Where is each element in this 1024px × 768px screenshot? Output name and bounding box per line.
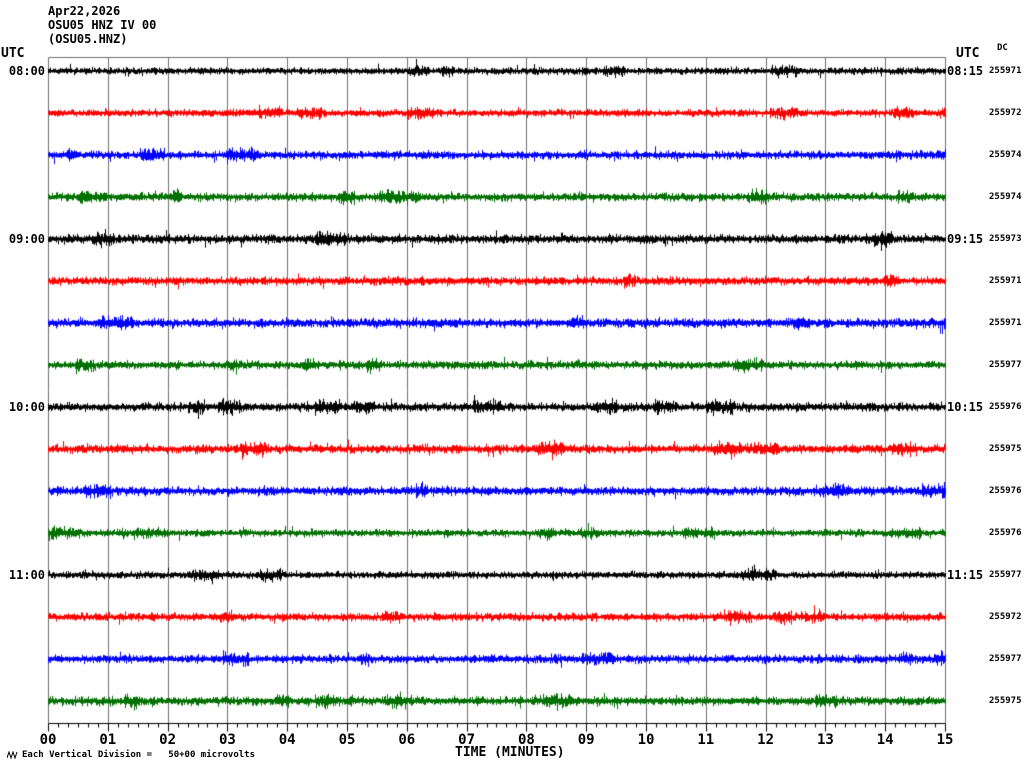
x-tick-label: 05 — [338, 732, 356, 748]
x-tick-label: 15 — [936, 732, 954, 748]
row-start-time: 08:00 — [8, 64, 45, 78]
row-dc-value: 255977 — [989, 570, 1022, 580]
x-tick-label: 00 — [39, 732, 57, 748]
x-axis-title: TIME (MINUTES) — [455, 745, 565, 760]
x-tick-label: 06 — [398, 732, 416, 748]
row-dc-value: 255976 — [989, 402, 1022, 412]
x-tick-label: 01 — [99, 732, 117, 748]
row-dc-value: 255974 — [989, 150, 1022, 160]
scale-zigzag-icon — [7, 751, 18, 759]
x-tick-label: 02 — [159, 732, 177, 748]
x-tick-label: 12 — [757, 732, 775, 748]
row-dc-value: 255971 — [989, 276, 1022, 286]
x-tick-label: 03 — [218, 732, 236, 748]
row-start-time: 09:00 — [8, 232, 45, 246]
row-dc-value: 255977 — [989, 360, 1022, 370]
row-dc-value: 255975 — [989, 444, 1022, 454]
utc-header-right: UTC — [956, 46, 980, 61]
x-tick-label: 07 — [458, 732, 476, 748]
row-dc-value: 255974 — [989, 192, 1022, 202]
utc-header-left: UTC — [1, 46, 25, 61]
row-start-time: 11:00 — [8, 568, 45, 582]
header-date: Apr22,2026 — [48, 4, 121, 18]
row-dc-value: 255973 — [989, 234, 1022, 244]
row-start-time: 10:00 — [8, 400, 45, 414]
row-end-time: 08:15 — [947, 64, 984, 78]
dc-column-header: DC — [997, 43, 1008, 53]
row-dc-value: 255971 — [989, 66, 1022, 76]
x-tick-label: 13 — [816, 732, 834, 748]
x-tick-label: 09 — [577, 732, 595, 748]
header-channel: (OSU05.HNZ) — [48, 32, 128, 46]
x-tick-label: 11 — [697, 732, 715, 748]
row-end-time: 11:15 — [947, 568, 984, 582]
x-tick-label: 08 — [517, 732, 535, 748]
row-dc-value: 255976 — [989, 528, 1022, 538]
x-tick-label: 04 — [278, 732, 296, 748]
x-tick-label: 10 — [637, 732, 655, 748]
vertical-division-note: Each Vertical Division = 50+00 microvolt… — [22, 750, 255, 760]
row-dc-value: 255972 — [989, 612, 1022, 622]
header-station: OSU05 HNZ IV 00 — [48, 18, 157, 32]
row-end-time: 09:15 — [947, 232, 984, 246]
row-dc-value: 255975 — [989, 696, 1022, 706]
row-dc-value: 255976 — [989, 486, 1022, 496]
row-end-time: 10:15 — [947, 400, 984, 414]
x-tick-label: 14 — [876, 732, 894, 748]
row-dc-value: 255972 — [989, 108, 1022, 118]
row-dc-value: 255971 — [989, 318, 1022, 328]
row-dc-value: 255977 — [989, 654, 1022, 664]
